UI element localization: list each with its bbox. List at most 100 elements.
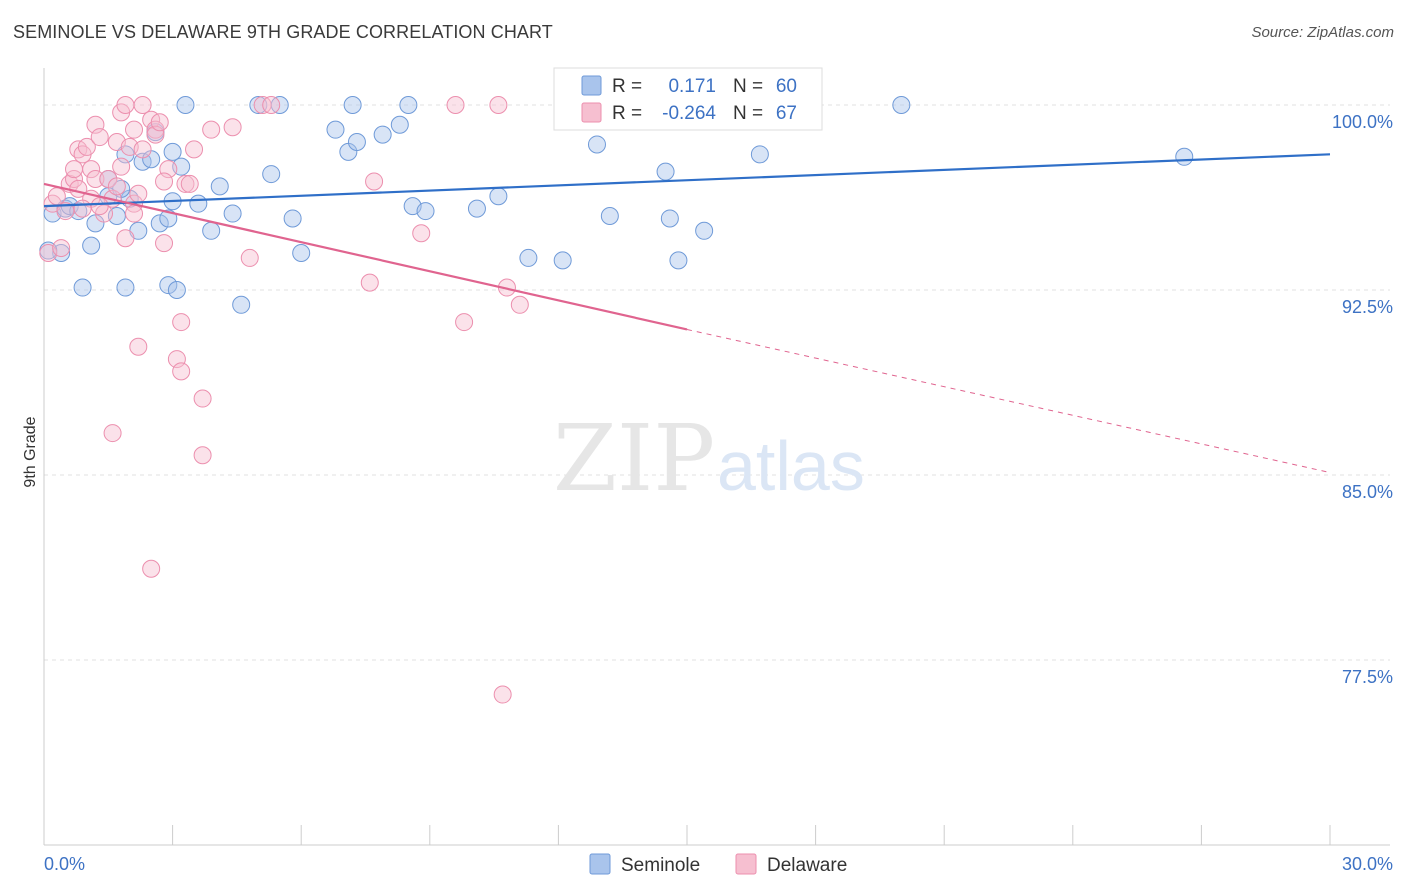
delaware-point — [47, 187, 66, 206]
delaware-point — [202, 120, 221, 139]
delaware-point — [412, 224, 431, 243]
seminole-trend-line — [43, 153, 1331, 208]
delaware-point — [155, 234, 174, 253]
y-tick-label: 92.5% — [1342, 297, 1393, 317]
seminole-point — [660, 209, 679, 228]
delaware-point — [133, 140, 152, 159]
watermark-atlas: atlas — [717, 427, 865, 505]
delaware-r-label: R = — [612, 103, 642, 124]
delaware-point — [223, 118, 242, 137]
delaware-point — [172, 362, 191, 381]
seminole-point — [232, 295, 251, 314]
x-tick-label: 30.0% — [1342, 854, 1393, 874]
delaware-point — [155, 172, 174, 191]
delaware-point — [240, 248, 259, 267]
delaware-point — [52, 239, 71, 258]
seminole-point — [467, 199, 486, 218]
seminole-point — [116, 278, 135, 297]
seminole-point — [163, 142, 182, 161]
seminole-point — [176, 96, 195, 114]
seminole-point — [669, 251, 688, 270]
chart-title: SEMINOLE VS DELAWARE 9TH GRADE CORRELATI… — [13, 22, 553, 42]
seminole-point — [189, 194, 208, 213]
seminole-r-label: R = — [612, 76, 642, 97]
delaware-point — [65, 170, 84, 188]
watermark: ZIP atlas — [553, 405, 865, 512]
seminole-point — [150, 214, 169, 233]
delaware-point — [82, 160, 101, 179]
delaware-point — [510, 295, 529, 314]
seminole-point — [489, 187, 508, 206]
seminole-point — [587, 135, 606, 154]
delaware-point — [133, 96, 152, 114]
delaware-point — [150, 113, 169, 132]
watermark-zip: ZIP — [553, 405, 715, 512]
delaware-point — [489, 96, 508, 114]
seminole-point — [210, 177, 229, 196]
legend-seminole-swatch[interactable] — [589, 853, 611, 875]
y-tick-label: 85.0% — [1342, 482, 1393, 502]
y-tick-label: 77.5% — [1342, 667, 1393, 687]
y-axis-label: 9th Grade — [22, 416, 39, 487]
delaware-point — [365, 172, 384, 191]
seminole-point — [326, 120, 345, 139]
seminole-point — [373, 125, 392, 144]
seminole-point — [159, 276, 178, 295]
seminole-point — [202, 221, 221, 240]
legend-seminole-label[interactable]: Seminole — [621, 855, 700, 876]
seminole-point — [283, 209, 302, 228]
seminole-point — [223, 204, 242, 223]
x-tick-label: 0.0% — [44, 854, 85, 874]
seminole-swatch — [581, 75, 602, 96]
y-tick-label: 100.0% — [1332, 112, 1393, 132]
delaware-point — [129, 337, 148, 356]
seminole-point — [519, 248, 538, 267]
delaware-point — [107, 177, 126, 196]
seminole-point — [82, 236, 101, 255]
delaware-point — [65, 160, 84, 179]
axes — [43, 68, 1390, 846]
legend-delaware-swatch[interactable] — [735, 853, 757, 875]
delaware-point — [360, 273, 379, 292]
seminole-point — [1175, 147, 1194, 166]
seminole-point — [159, 209, 178, 228]
delaware-point — [262, 96, 281, 114]
delaware-point — [125, 204, 144, 223]
trend-lines — [43, 153, 1331, 474]
delaware-point — [116, 96, 135, 114]
seminole-point — [167, 281, 186, 299]
delaware-point — [86, 170, 105, 188]
delaware-point — [129, 184, 148, 203]
legend-delaware-label[interactable]: Delaware — [767, 855, 847, 876]
delaware-point — [185, 140, 204, 159]
delaware-point — [446, 96, 465, 114]
delaware-swatch — [581, 102, 602, 123]
seminole-point — [750, 145, 769, 164]
delaware-point — [176, 174, 195, 193]
source-label: Source: ZipAtlas.com — [1251, 24, 1394, 41]
data-points — [39, 96, 1194, 704]
seminole-point — [73, 278, 92, 297]
delaware-n-label: N = — [733, 103, 763, 124]
delaware-point — [172, 313, 191, 332]
delaware-point — [90, 197, 109, 216]
delaware-point — [90, 128, 109, 147]
seminole-point — [390, 115, 409, 134]
delaware-r-value: -0.264 — [662, 103, 716, 124]
stats-legend: R = 0.171 N = 60 R = -0.264 N = 67 — [553, 67, 823, 131]
delaware-point — [455, 313, 474, 332]
delaware-point — [193, 446, 212, 465]
seminole-point — [399, 96, 418, 114]
seminole-point — [347, 133, 366, 151]
seminole-point — [292, 244, 311, 262]
seminole-point — [600, 207, 619, 225]
seminole-point — [343, 96, 362, 114]
seminole-point — [695, 221, 714, 240]
delaware-point — [112, 157, 131, 176]
bottom-legend: Seminole Delaware — [589, 853, 847, 876]
delaware-point — [142, 559, 161, 578]
seminole-point — [892, 96, 911, 114]
seminole-point — [249, 96, 268, 114]
seminole-point — [553, 251, 572, 270]
